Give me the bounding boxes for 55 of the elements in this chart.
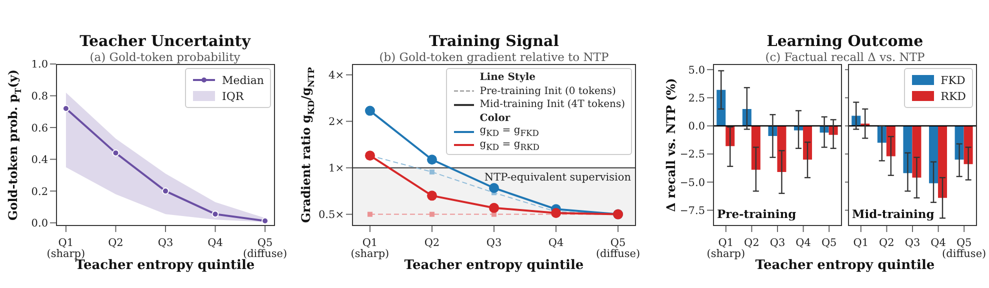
annotation: IQR [222,90,244,102]
y-tick-label: 0.5× [318,209,344,222]
y-tick-label: 2× [328,116,344,128]
x-tick-label: Q1 (sharp) [706,237,746,260]
x-tick-label: Q4 [796,237,812,249]
x-tick-label: Q5 (diffuse) [242,237,288,260]
legend-label: Median [222,74,264,86]
annotation: Mid-training Init (4T tokens) [480,99,625,110]
y-axis-title: Δ recall vs. NTP (%) [664,78,678,212]
x-tick-label: Q5 (diffuse) [596,237,640,260]
x-tick-label: Q1 (sharp) [46,237,86,260]
annotation: g$_{KD}$ = g$_{RKD}$ [480,138,540,152]
x-axis-title: Teacher entropy quintile [75,258,255,273]
chart-subtitle: (b) Gold-token gradient relative to NTP [378,50,610,64]
annotation: Color [480,112,510,124]
annotation: g$_{KD}$ = g$_{FKD}$ [480,125,539,138]
x-tick-label: Q1 (sharp) [350,237,390,260]
y-tick-label: 0.2 [31,186,48,198]
y-tick-label: 0.6 [31,122,48,134]
x-tick-label: Q2 [879,237,894,249]
y-tick-label: 5.0 [688,64,705,76]
chart-title: Training Signal [428,32,560,50]
x-tick-label: Q4 [548,237,564,249]
chart-subtitle: (c) Factual recall Δ vs. NTP [764,50,926,64]
y-tick-label: 2.5 [688,92,705,104]
x-tick-label: Q5 [821,237,837,249]
x-tick-label: Q2 [744,237,760,249]
x-tick-label: Q3 [486,237,502,249]
x-tick-label: Q1 [853,237,869,249]
x-tick-label: Q2 [424,237,440,249]
chart-title: Learning Outcome [766,32,924,50]
legend-label: RKD [940,90,966,102]
annotation: Line Style [480,72,536,84]
x-tick-label: Q3 [904,237,920,249]
x-axis-title: Teacher entropy quintile [404,258,584,273]
y-tick-label: 0.8 [31,90,48,102]
x-tick-label: Q4 [208,237,224,249]
annotation: Pre-training [717,207,796,221]
annotation: Pre-training Init (0 tokens) [480,86,616,97]
x-tick-label: Q2 [108,237,124,249]
y-tick-label: 1× [328,162,344,175]
y-tick-label: 1.0 [31,58,48,71]
legend-label: FKD [940,74,966,86]
x-tick-label: Q3 [770,237,786,249]
x-tick-label: Q3 [158,237,174,249]
chart-subtitle: (a) Gold-token probability [90,50,240,64]
y-tick-label: 0.0 [688,120,705,133]
chart-title: Teacher Uncertainty [78,32,252,50]
annotation: Mid-training [852,207,934,221]
y-tick-label: 0.0 [31,218,48,230]
ref-line-label: NTP-equivalent supervision [484,171,632,184]
legend-box: Median IQR [185,68,271,108]
y-tick-label: 4× [328,70,344,82]
y-tick-label: 0.4 [31,154,48,166]
x-axis-title: Teacher entropy quintile [755,258,935,273]
